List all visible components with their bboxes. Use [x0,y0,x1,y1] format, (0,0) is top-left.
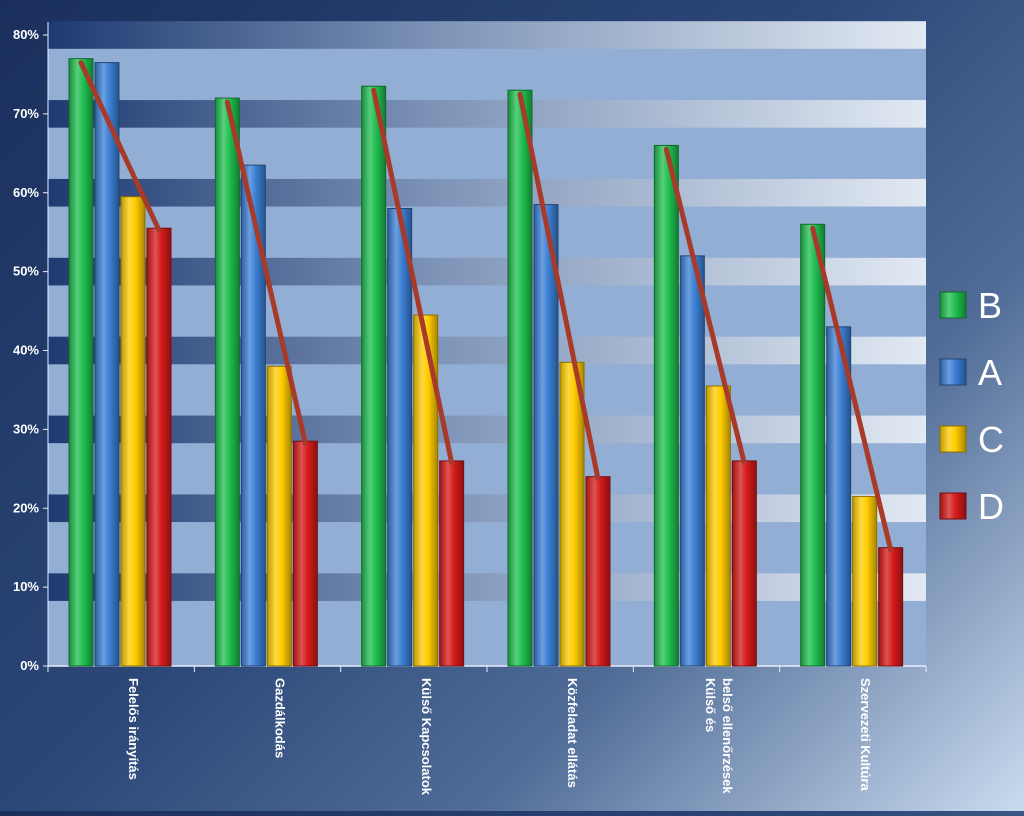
bar-B[interactable] [214,97,240,667]
bar-B[interactable] [507,89,533,667]
bar-D[interactable] [731,460,757,667]
bar-B[interactable] [653,144,679,667]
gridline-band [48,494,926,523]
bar-B[interactable] [800,223,826,667]
trend-line [371,87,455,466]
y-tick-label: 0% [20,658,39,673]
bar-B[interactable] [68,58,94,667]
x-category-label: Felelős irányítás [126,678,141,780]
legend-swatch-B [939,291,967,319]
legend-swatch-C [939,425,967,453]
bar-D[interactable] [439,460,465,667]
y-tick-label: 30% [13,421,39,436]
bar-D[interactable] [146,227,172,667]
legend-label-A: A [978,352,1002,393]
bar-A[interactable] [533,204,559,667]
bar-D[interactable] [878,547,904,667]
gridline-band [48,573,926,601]
bar-C[interactable] [120,196,146,667]
x-category-label: Közfeladat ellátás [565,678,580,788]
trend-line [517,91,601,482]
gridline-band [48,178,926,207]
gridline-band [48,257,926,286]
bar-D[interactable] [585,476,611,667]
x-category-label: Külső Kapcsolatok [419,678,434,796]
bar-A[interactable] [387,208,413,667]
legend-swatch-D [939,492,967,520]
y-tick-label: 60% [13,185,39,200]
legend-swatch-A [939,358,967,386]
gridline-band [48,21,926,49]
bar-C[interactable] [266,365,292,667]
gridline-band [48,100,926,128]
bar-C[interactable] [705,385,731,667]
gridline-band [48,415,926,444]
trend-line [224,99,308,446]
legend-label-D: D [978,486,1004,527]
legend-label-C: C [978,419,1004,460]
bar-B[interactable] [361,85,387,667]
bar-A[interactable] [94,62,120,667]
y-tick-label: 70% [13,106,39,121]
gridline-band [48,336,926,365]
legend-label-B: B [978,285,1002,326]
trend-line [810,225,894,553]
trend-line [78,60,162,233]
x-category-label: belső ellenőrzések [720,678,735,794]
bar-A[interactable] [679,255,705,667]
y-tick-label: 50% [13,264,39,279]
x-category-label: Szervezeti Kultúra [858,678,873,791]
bar-A[interactable] [240,164,266,667]
x-category-label: Gazdálkodás [273,678,288,758]
bar-D[interactable] [292,440,318,667]
y-tick-label: 10% [13,579,39,594]
x-category-label: Külső és [703,678,718,732]
bar-C[interactable] [559,361,585,667]
y-tick-label: 20% [13,500,39,515]
trend-line [663,146,747,466]
bar-C[interactable] [852,495,878,667]
y-tick-label: 80% [13,27,39,42]
y-tick-label: 40% [13,343,39,358]
